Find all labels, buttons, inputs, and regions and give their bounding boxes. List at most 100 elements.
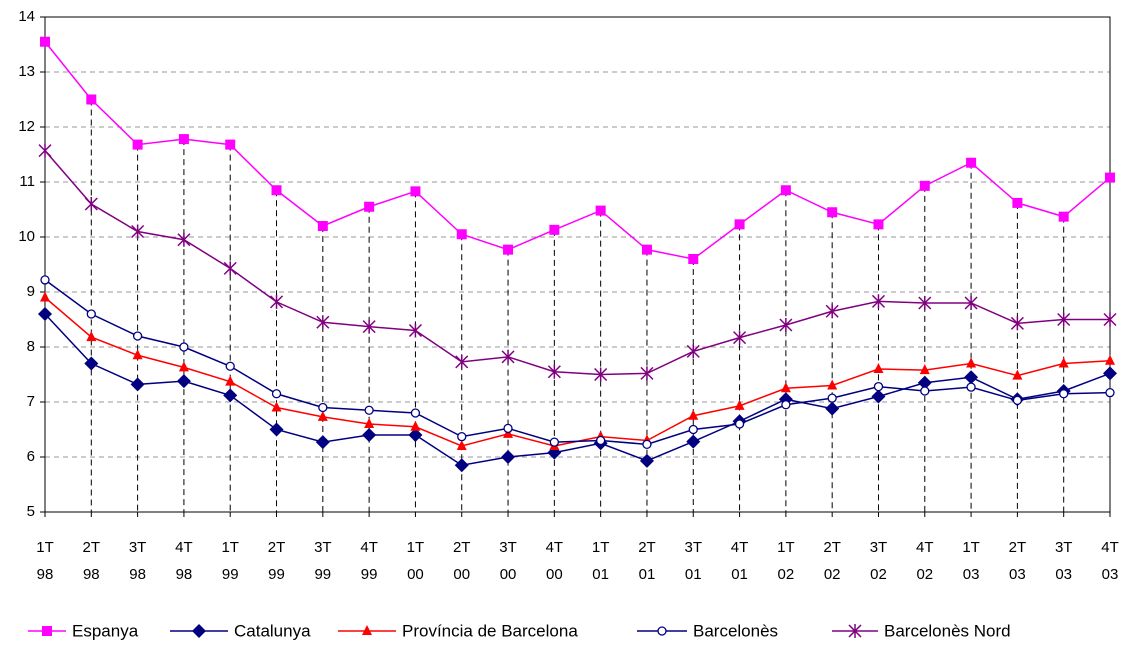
marker bbox=[595, 205, 606, 216]
marker bbox=[966, 157, 977, 168]
x-tick-label: 98 bbox=[176, 566, 193, 583]
x-tick-label: 4T bbox=[916, 539, 934, 556]
marker bbox=[177, 232, 191, 247]
marker bbox=[455, 354, 469, 369]
legend-label: Barcelonès bbox=[693, 621, 778, 640]
marker bbox=[38, 143, 52, 158]
marker bbox=[456, 229, 467, 240]
marker bbox=[1105, 172, 1115, 183]
marker bbox=[271, 185, 282, 196]
marker bbox=[362, 319, 376, 334]
marker bbox=[178, 134, 189, 145]
marker bbox=[501, 349, 515, 364]
marker bbox=[456, 440, 467, 450]
x-tick-label: 3T bbox=[685, 539, 703, 556]
marker bbox=[179, 342, 189, 352]
marker bbox=[964, 296, 978, 310]
x-tick-label: 02 bbox=[824, 566, 841, 583]
series-line bbox=[44, 296, 1111, 447]
marker bbox=[641, 244, 652, 255]
marker bbox=[132, 331, 143, 341]
marker bbox=[178, 361, 189, 372]
marker bbox=[84, 197, 98, 211]
x-tick-label: 01 bbox=[731, 566, 748, 583]
x-tick-label: 1T bbox=[221, 539, 239, 556]
marker bbox=[86, 94, 97, 105]
marker bbox=[639, 453, 654, 468]
marker bbox=[410, 186, 421, 197]
marker bbox=[225, 375, 236, 386]
marker bbox=[780, 185, 791, 196]
y-tick-label: 8 bbox=[27, 338, 35, 355]
y-tick-label: 9 bbox=[27, 283, 35, 300]
marker bbox=[38, 307, 52, 321]
marker bbox=[1105, 354, 1115, 365]
marker bbox=[733, 330, 747, 345]
x-tick-label: 00 bbox=[546, 566, 563, 583]
marker bbox=[688, 254, 699, 264]
marker bbox=[223, 261, 237, 276]
marker bbox=[1012, 197, 1023, 208]
legend-item: Barcelonès bbox=[637, 621, 778, 640]
marker bbox=[825, 401, 840, 416]
marker bbox=[827, 393, 837, 403]
marker bbox=[192, 624, 206, 638]
marker bbox=[1105, 387, 1115, 398]
marker bbox=[364, 405, 374, 415]
marker bbox=[966, 357, 977, 368]
marker bbox=[223, 388, 238, 403]
marker bbox=[686, 344, 700, 359]
marker bbox=[873, 363, 884, 373]
series-line bbox=[44, 313, 1111, 467]
x-tick-label: 03 bbox=[963, 566, 980, 583]
marker bbox=[457, 431, 467, 442]
x-tick-label: 3T bbox=[1055, 539, 1073, 556]
marker bbox=[779, 318, 793, 332]
x-tick-label: 1T bbox=[962, 539, 980, 556]
y-tick-label: 5 bbox=[27, 503, 35, 520]
y-tick-label: 12 bbox=[18, 118, 35, 135]
marker bbox=[503, 244, 514, 255]
marker bbox=[1057, 312, 1071, 327]
marker bbox=[1010, 316, 1024, 331]
x-tick-label: 00 bbox=[453, 566, 470, 583]
marker bbox=[871, 294, 886, 309]
x-tick-label: 98 bbox=[83, 566, 100, 583]
marker bbox=[642, 439, 652, 450]
x-tick-label: 2T bbox=[1009, 539, 1027, 556]
marker bbox=[408, 428, 423, 442]
x-tick-label: 00 bbox=[407, 566, 424, 583]
marker bbox=[318, 402, 328, 413]
legend-label: Província de Barcelona bbox=[402, 621, 578, 640]
marker bbox=[596, 435, 606, 446]
marker bbox=[1103, 366, 1117, 381]
y-tick-label: 11 bbox=[19, 173, 35, 190]
marker bbox=[873, 219, 884, 230]
marker bbox=[503, 423, 513, 434]
marker bbox=[734, 419, 745, 429]
y-tick-label: 14 bbox=[18, 8, 35, 25]
marker bbox=[1058, 357, 1069, 368]
marker bbox=[225, 139, 236, 150]
marker bbox=[130, 377, 145, 392]
marker bbox=[362, 428, 377, 442]
marker bbox=[918, 296, 932, 310]
marker bbox=[917, 375, 932, 390]
x-tick-label: 98 bbox=[129, 566, 146, 583]
marker bbox=[86, 309, 96, 319]
marker bbox=[594, 367, 608, 382]
marker bbox=[871, 389, 886, 404]
x-tick-label: 1T bbox=[407, 539, 425, 556]
x-tick-label: 3T bbox=[314, 539, 332, 556]
marker bbox=[269, 422, 284, 437]
x-tick-label: 01 bbox=[639, 566, 656, 583]
marker bbox=[848, 624, 862, 638]
x-tick-label: 01 bbox=[685, 566, 702, 583]
x-tick-label: 3T bbox=[129, 539, 147, 556]
plot-frame bbox=[44, 16, 1111, 513]
x-tick-label: 02 bbox=[778, 566, 795, 583]
marker bbox=[501, 450, 516, 464]
marker bbox=[269, 294, 284, 309]
marker bbox=[410, 408, 421, 418]
